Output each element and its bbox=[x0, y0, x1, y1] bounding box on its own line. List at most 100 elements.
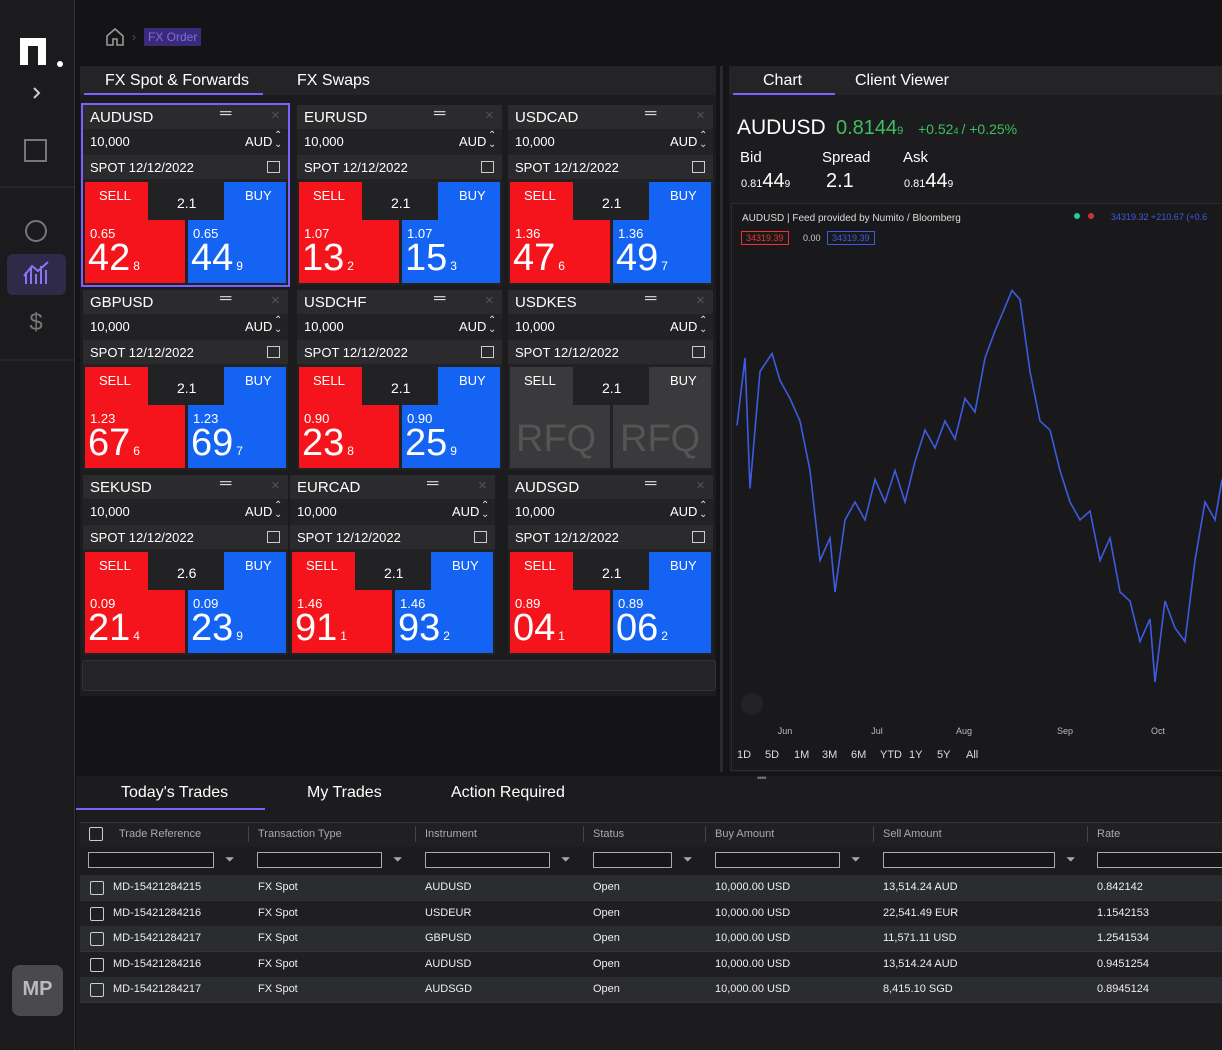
tenor[interactable]: SPOT 12/12/2022 bbox=[297, 530, 401, 545]
sell-area[interactable] bbox=[292, 590, 392, 653]
tab[interactable]: Action Required bbox=[451, 784, 565, 801]
filter-input[interactable] bbox=[883, 852, 1055, 868]
filter-icon[interactable]: ⏷ bbox=[1066, 852, 1076, 866]
buy-area[interactable] bbox=[224, 552, 286, 590]
column-header[interactable]: Rate bbox=[1097, 828, 1121, 840]
buy-area[interactable] bbox=[649, 182, 711, 220]
row-checkbox[interactable] bbox=[90, 957, 104, 972]
currency-spinner[interactable]: ⌃ ⌄ bbox=[699, 130, 708, 150]
sell-area[interactable] bbox=[510, 220, 610, 283]
range-button[interactable]: All bbox=[966, 749, 979, 761]
range-button[interactable]: 5D bbox=[765, 749, 780, 761]
tenor[interactable]: SPOT 12/12/2022 bbox=[304, 345, 408, 360]
expand-icon[interactable] bbox=[33, 87, 41, 99]
tenor[interactable]: SPOT 12/12/2022 bbox=[515, 530, 619, 545]
tab[interactable]: Chart bbox=[763, 72, 803, 89]
currency[interactable]: AUD bbox=[670, 134, 698, 149]
calendar-icon[interactable] bbox=[267, 161, 280, 173]
column-header[interactable]: Transaction Type bbox=[258, 828, 342, 840]
currency[interactable]: AUD bbox=[245, 504, 273, 519]
filter-icon[interactable]: ⏷ bbox=[851, 852, 861, 866]
filter-input[interactable] bbox=[88, 852, 214, 868]
filter-input[interactable] bbox=[715, 852, 840, 868]
currency-spinner[interactable]: ⌃ ⌄ bbox=[699, 315, 708, 335]
sell-area[interactable] bbox=[299, 367, 362, 405]
tab[interactable]: Client Viewer bbox=[855, 72, 949, 89]
currency-spinner[interactable]: ⌃ ⌄ bbox=[481, 500, 490, 520]
currency[interactable]: AUD bbox=[245, 319, 273, 334]
calendar-icon[interactable] bbox=[692, 346, 705, 358]
rate-tile[interactable]: GBPUSD ═ × 10,000 AUD ⌃ ⌄ SPOT 12/12/2022 SELL BU… bbox=[83, 290, 288, 470]
tenor[interactable]: SPOT 12/12/2022 bbox=[515, 345, 619, 360]
amount[interactable]: 10,000 bbox=[515, 134, 555, 149]
amount[interactable]: 10,000 bbox=[297, 504, 337, 519]
close-icon[interactable]: × bbox=[478, 477, 487, 494]
drag-icon[interactable]: ═ bbox=[220, 105, 232, 122]
range-button[interactable]: 1Y bbox=[909, 749, 923, 761]
drag-icon[interactable]: ═ bbox=[220, 475, 232, 492]
filter-icon[interactable]: ⏷ bbox=[225, 852, 235, 866]
column-header[interactable]: Trade Reference bbox=[119, 828, 202, 840]
close-icon[interactable]: × bbox=[696, 107, 705, 124]
rate-tile[interactable]: EURCAD ═ × 10,000 AUD ⌃ ⌄ SPOT 12/12/2022 SELL BU… bbox=[290, 475, 495, 655]
range-button[interactable]: 6M bbox=[851, 749, 867, 761]
close-icon[interactable]: × bbox=[271, 107, 280, 124]
sell-area[interactable] bbox=[299, 220, 399, 283]
tab[interactable]: FX Spot & Forwards bbox=[105, 72, 250, 89]
sell-area[interactable] bbox=[299, 182, 362, 220]
tenor[interactable]: SPOT 12/12/2022 bbox=[304, 160, 408, 175]
sell-area[interactable] bbox=[299, 405, 399, 468]
currency-spinner[interactable]: ⌃ ⌄ bbox=[488, 315, 497, 335]
rate-tile[interactable]: EURUSD ═ × 10,000 AUD ⌃ ⌄ SPOT 12/12/2022 SELL BU… bbox=[297, 105, 502, 285]
filter-input[interactable] bbox=[593, 852, 672, 868]
buy-area[interactable] bbox=[649, 367, 711, 405]
sell-area[interactable] bbox=[85, 220, 185, 283]
buy-area[interactable] bbox=[188, 220, 286, 283]
calendar-icon[interactable] bbox=[481, 346, 494, 358]
dollar-icon[interactable]: $ bbox=[29, 309, 42, 336]
range-button[interactable]: 1M bbox=[794, 749, 810, 761]
buy-area[interactable] bbox=[613, 405, 711, 468]
close-icon[interactable]: × bbox=[271, 477, 280, 494]
range-button[interactable]: 5Y bbox=[937, 749, 951, 761]
filter-icon[interactable]: ⏷ bbox=[683, 852, 693, 866]
sell-area[interactable] bbox=[510, 367, 573, 405]
buy-area[interactable] bbox=[438, 182, 500, 220]
tenor[interactable]: SPOT 12/12/2022 bbox=[90, 530, 194, 545]
sell-area[interactable] bbox=[85, 367, 148, 405]
currency[interactable]: AUD bbox=[452, 504, 480, 519]
amount[interactable]: 10,000 bbox=[90, 134, 130, 149]
close-icon[interactable]: × bbox=[485, 292, 494, 309]
calendar-icon[interactable] bbox=[481, 161, 494, 173]
sell-area[interactable] bbox=[510, 590, 610, 653]
select-all[interactable] bbox=[89, 827, 103, 841]
drag-icon[interactable]: ═ bbox=[427, 475, 439, 492]
close-icon[interactable]: × bbox=[696, 477, 705, 494]
row-checkbox[interactable] bbox=[90, 932, 104, 946]
calendar-icon[interactable] bbox=[267, 346, 280, 358]
rate-tile[interactable]: SEKUSD ═ × 10,000 AUD ⌃ ⌄ SPOT 12/12/2022 SELL BU… bbox=[83, 475, 288, 655]
rate-tile[interactable]: AUDSGD ═ × 10,000 AUD ⌃ ⌄ SPOT 12/12/2022 SELL BU… bbox=[508, 475, 713, 655]
currency[interactable]: AUD bbox=[670, 504, 698, 519]
buy-area[interactable] bbox=[613, 220, 711, 283]
buy-area[interactable] bbox=[188, 590, 286, 653]
currency-spinner[interactable]: ⌃ ⌄ bbox=[488, 130, 497, 150]
drag-icon[interactable]: ═ bbox=[434, 105, 446, 122]
currency[interactable]: AUD bbox=[459, 319, 487, 334]
buy-area[interactable] bbox=[224, 182, 286, 220]
tab[interactable]: FX Swaps bbox=[297, 72, 370, 89]
rate-tile[interactable]: USDCHF ═ × 10,000 AUD ⌃ ⌄ SPOT 12/12/2022 SELL BU… bbox=[297, 290, 502, 470]
drag-icon[interactable]: ═ bbox=[645, 475, 657, 492]
rate-tile[interactable]: AUDUSD ═ × 10,000 AUD ⌃ ⌄ SPOT 12/12/2022 SELL BU… bbox=[81, 103, 290, 287]
buy-area[interactable] bbox=[224, 367, 286, 405]
tenor[interactable]: SPOT 12/12/2022 bbox=[515, 160, 619, 175]
row-checkbox[interactable] bbox=[90, 906, 104, 921]
close-icon[interactable]: × bbox=[696, 292, 705, 309]
splitter[interactable] bbox=[720, 66, 723, 772]
range-button[interactable]: 3M bbox=[822, 749, 838, 761]
sell-area[interactable] bbox=[85, 590, 185, 653]
calendar-icon[interactable] bbox=[692, 161, 705, 173]
amount[interactable]: 10,000 bbox=[90, 504, 130, 519]
column-header[interactable]: Buy Amount bbox=[715, 828, 775, 840]
column-header[interactable]: Sell Amount bbox=[883, 828, 942, 840]
